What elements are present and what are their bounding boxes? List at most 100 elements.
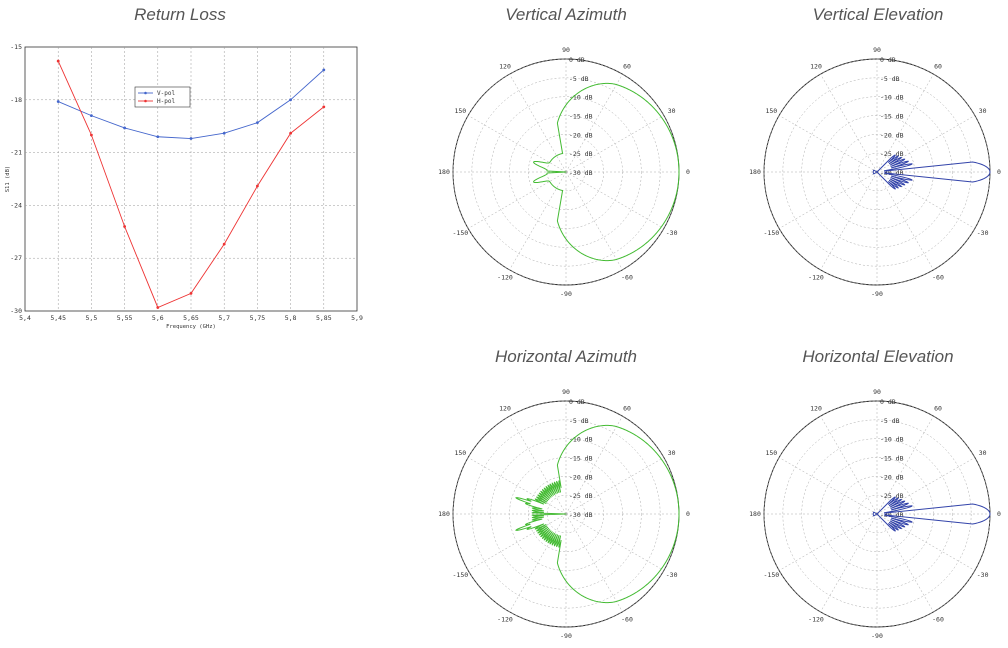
data-point [123, 126, 126, 130]
angle-label: 120 [810, 404, 822, 412]
angle-label: 150 [765, 107, 777, 115]
polar-grid-spoke [565, 74, 623, 173]
angle-label: 30 [979, 107, 987, 115]
polar-grid-spoke [509, 513, 567, 612]
angle-label: 150 [765, 449, 777, 457]
radial-label: -15 dB [880, 113, 904, 121]
angle-label: 30 [668, 449, 676, 457]
return-loss-chart: 5,4 5,45 5,5 5,55 5,6 5,65 5,7 5,75 5,8 5,85 5,9 -1… [5, 43, 363, 330]
angle-label: 90 [873, 388, 881, 396]
radial-label: -5 dB [880, 417, 900, 425]
polar-grid-ring [857, 494, 897, 534]
y-tick-label: -18 [10, 96, 22, 104]
polar-grid-spoke [509, 171, 567, 270]
pattern-line [533, 82, 680, 262]
y-tick-label: -30 [10, 307, 22, 315]
polar-grid-spoke [468, 171, 567, 229]
y-tick-label: -15 [10, 43, 22, 51]
angle-label: -30 [977, 229, 989, 237]
x-tick-label: 5,4 [19, 314, 31, 322]
y-tick-label: -24 [10, 201, 22, 209]
angle-label: 60 [623, 404, 631, 412]
polar-grid-spoke [779, 457, 878, 515]
legend-label: V-pol [157, 90, 175, 97]
angle-label: -120 [497, 274, 513, 282]
x-tick-label: 5,45 [50, 314, 66, 322]
radial-label: -10 dB [880, 94, 904, 102]
angle-label: 0 [686, 168, 690, 176]
x-tick-label: 5,8 [285, 314, 297, 322]
angle-label: 0 [686, 510, 690, 518]
radial-label: -30 dB [880, 169, 904, 177]
radial-label: -15 dB [880, 455, 904, 463]
polar-grid-spoke [565, 513, 623, 612]
angle-label: -150 [453, 229, 469, 237]
angle-label: -150 [764, 229, 780, 237]
angle-label: -90 [871, 632, 883, 640]
angle-label: 150 [454, 449, 466, 457]
legend-box [134, 86, 191, 108]
polar-grid-spoke [876, 513, 975, 571]
legend-label: H-pol [157, 98, 175, 105]
radial-label: -25 dB [569, 492, 593, 500]
y-tick-label: -21 [10, 149, 22, 157]
polar-grid-spoke [876, 457, 975, 515]
polar-grid-ring [471, 77, 661, 267]
data-point [90, 133, 93, 137]
data-point [222, 242, 226, 246]
data-point [56, 100, 60, 103]
radial-label: -25 dB [880, 492, 904, 500]
data-point [289, 98, 292, 102]
radial-label: -15 dB [569, 113, 593, 121]
polar-grid-spoke [468, 513, 567, 571]
chart-title: Horizontal Azimuth [494, 347, 638, 366]
legend-marker [144, 99, 147, 103]
polar-grid-spoke [509, 74, 567, 173]
data-point [322, 68, 326, 72]
polar-grid-spoke [876, 74, 934, 173]
polar-grid-spoke [876, 115, 975, 173]
vertical-elevation-chart: 0 30 60 90 120 150 180 -150 -120 -90 -60 -30 0 dB -5 … [749, 46, 1001, 298]
polar-grid-spoke [565, 171, 664, 229]
polar-grid-spoke [876, 171, 975, 229]
horizontal-azimuth-chart: 0 30 60 90 120 150 180 -150 -120 -90 -60 -30 0 dB -5 … [438, 388, 690, 640]
radial-label: -5 dB [569, 75, 589, 83]
polar-grid-ring [490, 96, 642, 248]
polar-grid-spoke [565, 513, 664, 571]
radial-label: -20 dB [569, 473, 593, 481]
x-tick-label: 5,55 [117, 314, 133, 322]
data-point [256, 121, 259, 125]
radial-label: -10 dB [569, 94, 593, 102]
angle-label: -120 [497, 616, 513, 624]
polar-grid-spoke [820, 513, 878, 612]
angle-label: -90 [871, 290, 883, 298]
angle-label: -120 [808, 274, 824, 282]
angle-label: 120 [499, 404, 511, 412]
polar-grid-spoke [820, 74, 878, 173]
radial-label: 0 dB [569, 398, 585, 406]
polar-grid-spoke [876, 171, 934, 270]
polar-grid-spoke [565, 171, 623, 270]
vertical-azimuth-chart: 0 30 60 90 120 150 180 -150 -120 -90 -60 -30 0 dB -5 … [438, 46, 690, 298]
radial-label: -30 dB [569, 511, 593, 519]
x-tick-label: 5,75 [250, 314, 266, 322]
chart-title: Vertical Azimuth [505, 5, 627, 24]
radial-label: -5 dB [569, 417, 589, 425]
polar-grid-ring [801, 96, 953, 248]
angle-label: 90 [562, 388, 570, 396]
x-tick-label: 5,5 [86, 314, 98, 322]
angle-label: 180 [749, 510, 761, 518]
data-point [322, 105, 326, 109]
polar-grid-spoke [468, 457, 567, 515]
polar-grid-ring [490, 438, 642, 590]
angle-label: 30 [979, 449, 987, 457]
angle-label: 60 [934, 404, 942, 412]
polar-grid-spoke [565, 416, 623, 515]
radial-label: -5 dB [880, 75, 900, 83]
angle-label: -150 [764, 571, 780, 579]
x-tick-label: 5,6 [152, 314, 164, 322]
data-point [56, 59, 60, 63]
angle-label: 90 [873, 46, 881, 54]
polar-grid-ring [546, 494, 586, 534]
radial-label: -15 dB [569, 455, 593, 463]
